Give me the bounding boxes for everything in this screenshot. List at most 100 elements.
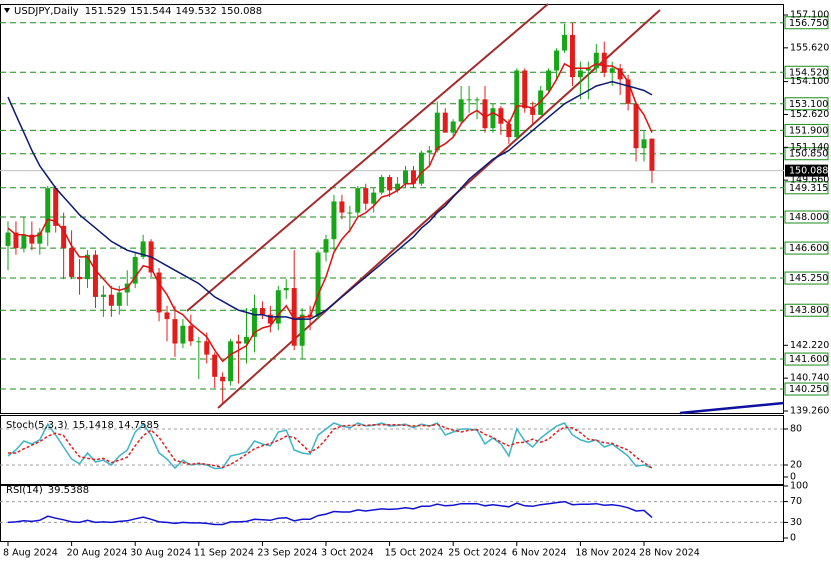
- x-tick-label: 18 Nov 2024: [575, 548, 636, 559]
- candle-body: [267, 314, 273, 324]
- candle-body: [188, 325, 194, 342]
- stoch-k-value: 15.1418: [72, 420, 113, 431]
- current-price-box: [785, 164, 828, 177]
- candle-body: [426, 150, 432, 153]
- candle-body: [53, 188, 59, 226]
- candle-body: [347, 212, 353, 214]
- candle-body: [371, 192, 377, 204]
- candle-body: [466, 99, 472, 101]
- rsi-name: RSI(14): [6, 485, 43, 496]
- level-label-box: [784, 181, 829, 195]
- candle-body: [69, 248, 75, 277]
- level-label-box: [784, 65, 829, 79]
- channel-lower: [217, 9, 661, 409]
- candle-body: [625, 79, 631, 104]
- x-tick-label: 3 Oct 2024: [321, 548, 374, 559]
- candle-body: [244, 336, 249, 344]
- x-tick-label: 15 Oct 2024: [385, 548, 444, 559]
- candle-body: [418, 152, 424, 184]
- candle-body: [395, 183, 401, 191]
- levels: [0, 22, 784, 523]
- candle-body: [315, 252, 321, 317]
- y-tick-label: 0: [790, 472, 796, 483]
- level-label: 156.750: [789, 18, 828, 29]
- candle-body: [530, 108, 536, 115]
- x-tick-label: 8 Aug 2024: [3, 548, 58, 559]
- candle-body: [577, 70, 583, 78]
- level-label: 145.250: [789, 273, 828, 284]
- low-value: 149.532: [175, 6, 216, 17]
- stoch-d-value: 14.7585: [118, 420, 159, 431]
- candle-body: [228, 341, 234, 382]
- candle-body: [609, 68, 615, 73]
- level-label: 154.520: [789, 67, 828, 78]
- candle-body: [506, 123, 512, 138]
- candle-body: [442, 112, 448, 133]
- candle-body: [562, 34, 567, 51]
- y-tick-label: 155.620: [790, 42, 829, 53]
- candle-body: [601, 52, 607, 73]
- indicator-line: [7, 62, 653, 363]
- price-axis: 156.750 154.520 153.100 151.900 150.850 149.3…: [3, 9, 829, 558]
- candle-body: [140, 241, 146, 257]
- x-tick-label: 11 Sep 2024: [194, 548, 254, 559]
- level-label-box: [784, 303, 829, 317]
- y-tick-label: 151.140: [790, 142, 829, 153]
- x-tick-label: 20 Aug 2024: [67, 548, 128, 559]
- candle-body: [482, 99, 488, 129]
- plot: [5, 22, 655, 526]
- high-value: 151.544: [130, 6, 171, 17]
- candle-body: [180, 325, 186, 344]
- candle-body: [77, 276, 83, 280]
- candle-body: [196, 341, 202, 343]
- current-price-label: 150.088: [789, 166, 828, 177]
- candle-body: [585, 68, 591, 71]
- candle-body: [92, 254, 98, 297]
- candle-body: [617, 68, 623, 80]
- candle-body: [569, 34, 575, 78]
- candle-body: [323, 239, 329, 253]
- candle-body: [45, 188, 51, 233]
- y-tick-label: 139.260: [790, 406, 829, 417]
- level-label-box: [784, 271, 829, 285]
- candle-body: [554, 50, 560, 71]
- y-tick-label: 100: [790, 481, 808, 492]
- main-panel: [0, 4, 784, 414]
- candle-body: [458, 99, 464, 122]
- candle-body: [522, 70, 528, 109]
- level-label-box: [784, 147, 829, 161]
- indicator-line: [7, 80, 653, 320]
- candle-body: [13, 232, 19, 249]
- candle-body: [100, 294, 106, 297]
- candle-body: [410, 170, 416, 184]
- candle-body: [490, 108, 496, 129]
- candle-body: [379, 177, 385, 193]
- candle-body: [85, 254, 90, 280]
- candle-body: [259, 308, 265, 315]
- candle-body: [132, 256, 138, 284]
- trend-line: [679, 401, 785, 415]
- candle-body: [339, 201, 345, 213]
- y-tick-label: 0: [790, 533, 796, 544]
- candle-body: [37, 232, 43, 244]
- x-tick-label: 23 Sep 2024: [257, 548, 317, 559]
- candle-body: [331, 201, 337, 240]
- candle-body: [21, 234, 27, 249]
- y-tick-label: 20: [790, 460, 802, 471]
- candle-body: [108, 294, 114, 306]
- rsi-value: 39.5388: [48, 485, 89, 496]
- level-label-box: [784, 97, 829, 111]
- indicator-line: [7, 422, 653, 470]
- candle-body: [212, 354, 218, 377]
- candle-body: [355, 188, 361, 213]
- candle-body: [61, 225, 67, 249]
- y-tick-label: 80: [790, 424, 802, 435]
- chart-title: USDJPY,Daily 151.529 151.544 149.532 150.088: [14, 6, 262, 17]
- level-label: 150.850: [789, 149, 828, 160]
- level-label: 146.600: [789, 243, 828, 254]
- candle-body: [164, 312, 170, 320]
- candle-body: [251, 308, 257, 337]
- level-label: 140.250: [789, 384, 828, 395]
- open-value: 151.529: [85, 6, 126, 17]
